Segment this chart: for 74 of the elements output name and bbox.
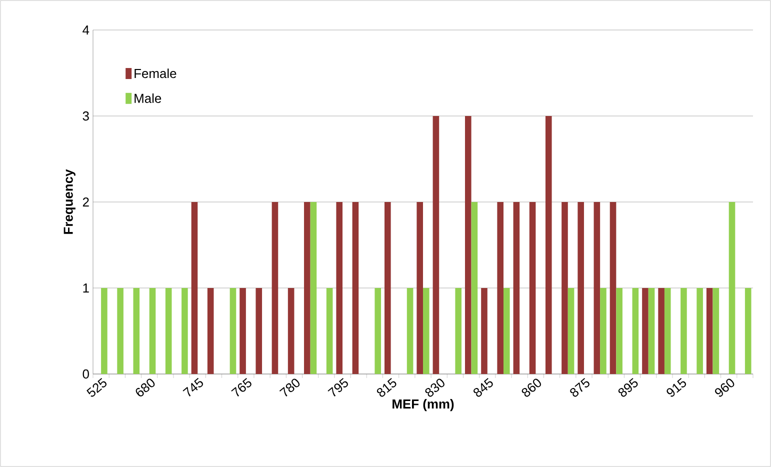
bar: [600, 288, 606, 374]
bar: [423, 288, 430, 374]
x-axis-title: MEF (mm): [392, 399, 454, 412]
bar: [326, 288, 333, 374]
bar: [272, 202, 278, 374]
bar: [471, 202, 478, 374]
bar: [696, 288, 703, 374]
bar: [304, 202, 310, 374]
x-tick-label: 745: [182, 378, 203, 396]
y-tick-label: 0: [82, 369, 89, 379]
x-tick-label: 815: [376, 378, 396, 397]
bar: [658, 288, 664, 374]
bar: [191, 202, 198, 374]
bar: [101, 288, 108, 374]
x-tick-label: 895: [618, 378, 638, 397]
y-tick-label: 4: [82, 26, 90, 34]
x-tick-label: 680: [136, 378, 155, 396]
bar: [374, 288, 382, 374]
bar: [117, 288, 124, 374]
bar: [207, 288, 214, 374]
bar: [642, 288, 648, 374]
y-tick-label: 1: [83, 284, 89, 292]
bar: [610, 202, 616, 374]
bar: [352, 202, 359, 374]
bar: [384, 202, 391, 374]
y-tick-label: 2: [82, 197, 89, 207]
bar: [432, 116, 440, 374]
x-tick-label: 795: [328, 378, 348, 397]
bar: [648, 288, 655, 374]
bar: [513, 202, 520, 374]
bar: [288, 288, 294, 374]
bar: [706, 288, 713, 374]
x-tick-label: 860: [522, 378, 541, 397]
x-tick-label: 915: [666, 378, 686, 397]
bar: [230, 288, 236, 374]
bar: [529, 202, 536, 374]
x-tick-label: 960: [715, 378, 734, 397]
legend-label: Female: [134, 68, 176, 78]
bar: [594, 202, 600, 374]
bar: [712, 288, 720, 374]
bar: [680, 288, 687, 374]
x-tick-label: 780: [279, 378, 300, 397]
bar: [464, 116, 472, 374]
bar: [744, 288, 752, 374]
bar: [256, 288, 262, 374]
bar: [240, 288, 246, 374]
bar: [165, 288, 172, 374]
bar: [336, 202, 343, 374]
bar: [632, 288, 639, 374]
bar: [578, 202, 584, 374]
bar: [481, 288, 488, 374]
x-tick-label: 845: [474, 378, 493, 397]
legend-label: Male: [134, 93, 162, 103]
bar: [562, 202, 568, 374]
bar: [455, 288, 462, 374]
x-tick-label: 765: [231, 378, 252, 397]
bar: [310, 202, 317, 374]
bar: [616, 288, 622, 374]
bar: [182, 288, 188, 374]
y-axis-title: Frequency: [64, 169, 76, 234]
bar: [416, 202, 424, 374]
x-tick-label: 875: [570, 378, 590, 397]
bar: [497, 202, 504, 374]
bar: [545, 116, 552, 374]
bar: [503, 288, 510, 374]
bar: [664, 288, 671, 374]
bar: [568, 288, 574, 374]
x-tick-label: 525: [86, 378, 106, 397]
bar: [406, 288, 414, 374]
bar: [149, 288, 156, 374]
y-tick-label: 3: [82, 111, 89, 121]
x-tick-label: 830: [425, 378, 444, 397]
bar: [133, 288, 140, 374]
bar: [728, 202, 736, 374]
